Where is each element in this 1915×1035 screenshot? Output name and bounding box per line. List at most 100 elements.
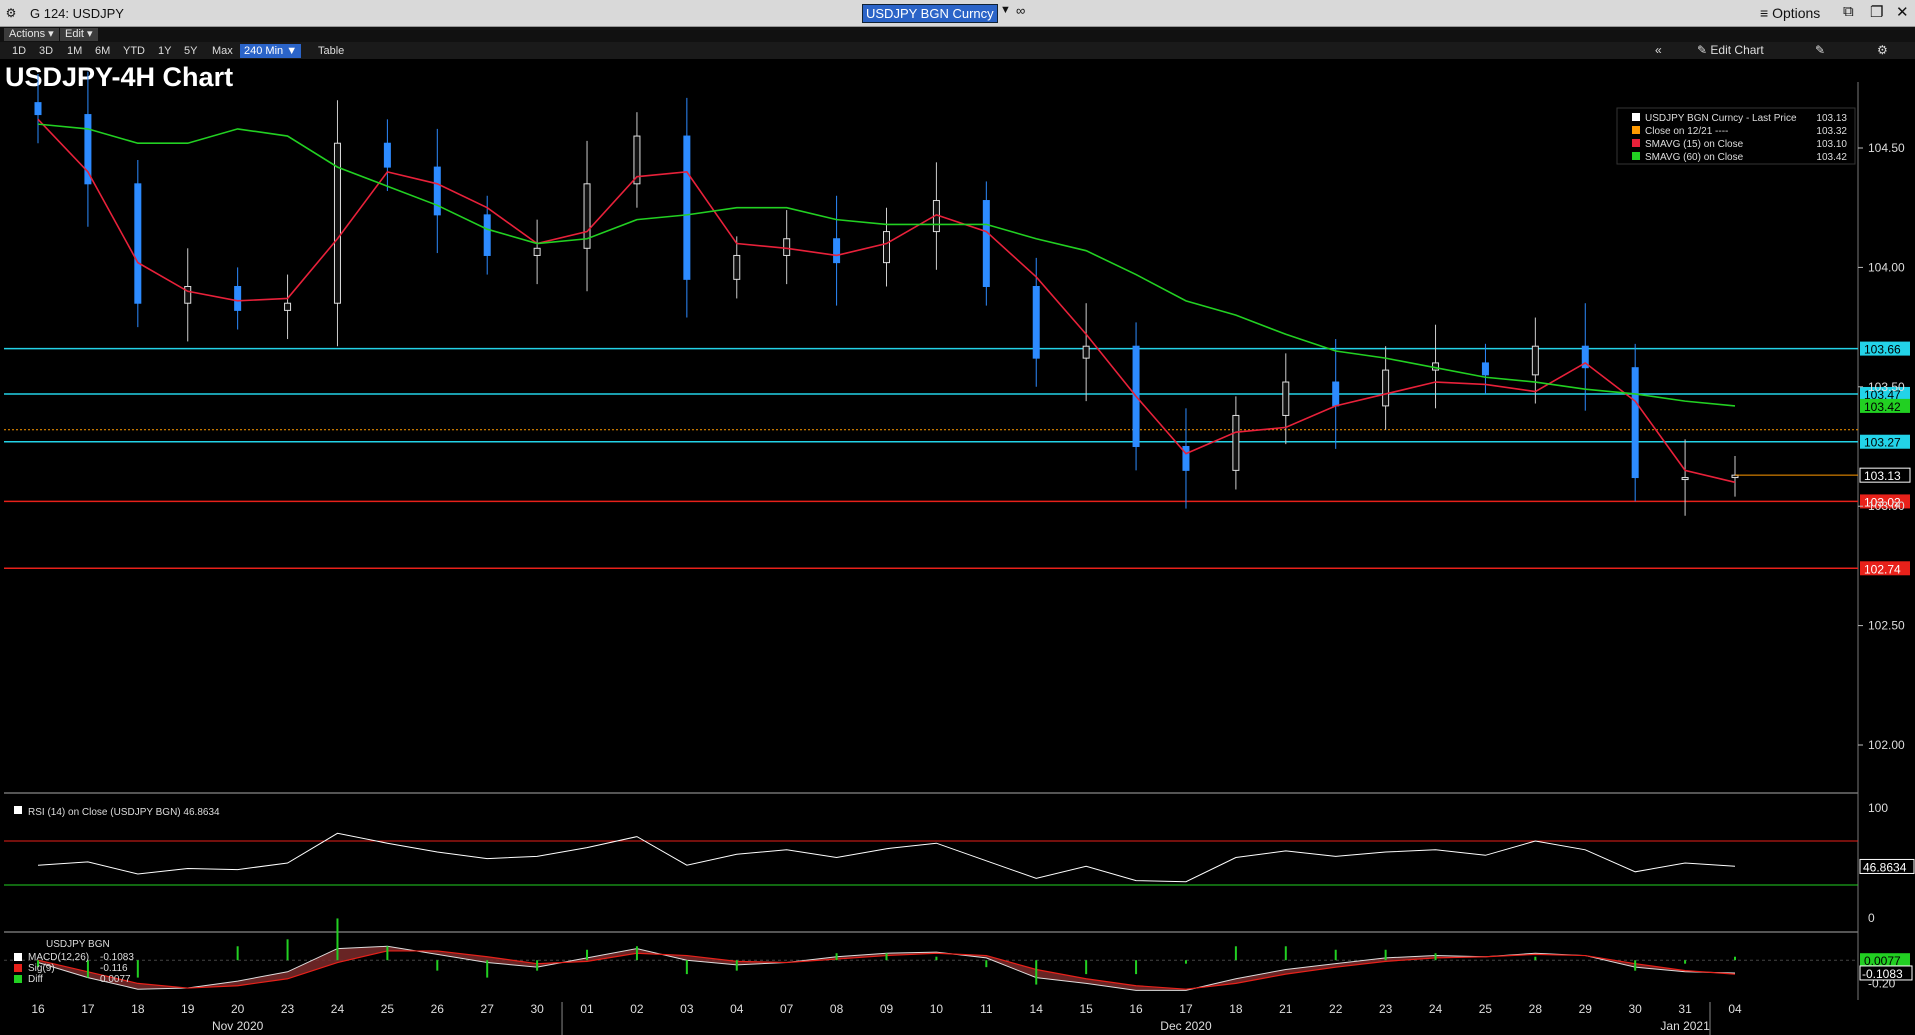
candle [633, 135, 641, 185]
rsi-tag-label: 46.8634 [1863, 860, 1907, 874]
x-tick-label: 23 [281, 1002, 295, 1016]
chart-settings-icon[interactable]: ⚙ [1877, 43, 1888, 57]
candle [1631, 367, 1639, 479]
dropdown-icon[interactable]: ▼ [1000, 4, 1011, 16]
restore-icon[interactable]: ❐ [1870, 4, 1884, 21]
rsi-legend-swatch [14, 806, 22, 814]
candle [184, 286, 192, 304]
range-240min[interactable]: 240 Min ▼ [240, 44, 302, 58]
macd-title: USDJPY BGN [46, 939, 110, 950]
range-max[interactable]: Max [212, 45, 233, 57]
x-tick-label: 15 [1079, 1002, 1093, 1016]
sma15-line [37, 118, 1736, 484]
level-tag-label: 103.02 [1864, 495, 1901, 509]
candle [1531, 345, 1539, 376]
candle [683, 135, 691, 280]
macd-line [37, 945, 1736, 991]
y-tick-label: 102.50 [1868, 619, 1905, 633]
x-tick-label: 24 [331, 1002, 345, 1016]
macd-legend-label: MACD(12,26) [28, 952, 89, 963]
y-tick-label: 103.50 [1868, 380, 1905, 394]
x-tick-label: 30 [1628, 1002, 1642, 1016]
candle [433, 166, 441, 216]
sma60-line [37, 123, 1736, 407]
y-tick-label: 103.00 [1868, 499, 1905, 513]
candle [383, 142, 391, 168]
macd-legend-value: -0.116 [100, 963, 128, 974]
x-tick-label: 14 [1030, 1002, 1044, 1016]
x-tick-label: 16 [1129, 1002, 1143, 1016]
range-1y[interactable]: 1Y [158, 45, 172, 57]
range-ytd[interactable]: YTD [123, 45, 145, 57]
legend-value: 103.42 [1816, 152, 1847, 163]
x-tick-label: 18 [1229, 1002, 1243, 1016]
range-3d[interactable]: 3D [39, 45, 54, 57]
link-icon[interactable]: ∞ [1016, 3, 1026, 18]
x-tick-label: 19 [181, 1002, 195, 1016]
window-titlebar: ⚙ G 124: USDJPY USDJPY BGN Curncy ▼ ∞ ≡ … [0, 0, 1915, 27]
range-1d[interactable]: 1D [12, 45, 27, 57]
price-tag [1859, 467, 1911, 483]
rsi-legend-label: RSI (14) on Close (USDJPY BGN) 46.8634 [28, 807, 220, 818]
candle [982, 200, 990, 288]
candle [883, 231, 890, 264]
candle [84, 114, 92, 185]
macd-area [38, 946, 1735, 991]
x-tick-label: 17 [1179, 1002, 1193, 1016]
legend-swatch [1632, 139, 1640, 147]
legend-label: SMAVG (15) on Close [1645, 139, 1744, 150]
candle [733, 254, 741, 280]
x-tick-label: 20 [231, 1002, 245, 1016]
collapse-icon[interactable]: « [1655, 43, 1662, 57]
level-tag-label: 102.74 [1864, 562, 1901, 576]
chart-area[interactable]: 103.66 103.47 103.27 103.02 102.74 104.50 104.… [0, 58, 1915, 1035]
settings-icon[interactable]: ⚙ [5, 6, 17, 20]
security-input[interactable]: USDJPY BGN Curncy [862, 4, 998, 23]
macd-legend-swatch [14, 964, 22, 972]
table-button[interactable]: Table [318, 45, 345, 57]
candle [1382, 369, 1390, 407]
edit-chart-button[interactable]: ✎ Edit Chart [1697, 43, 1764, 57]
x-tick-label: 18 [131, 1002, 145, 1016]
draw-icon[interactable]: ✎ [1815, 43, 1826, 57]
candle [1232, 414, 1240, 471]
range-6m[interactable]: 6M [95, 45, 111, 57]
x-tick-label: 28 [1529, 1002, 1543, 1016]
candle [284, 302, 292, 311]
y-tick-label: 104.50 [1868, 141, 1905, 155]
close-icon[interactable]: ✕ [1896, 4, 1909, 21]
chart-title: USDJPY-4H Chart [5, 62, 234, 92]
x-tick-label: 17 [81, 1002, 95, 1016]
level-tag [1860, 494, 1910, 509]
candle [1082, 345, 1090, 359]
x-tick-label: 09 [880, 1002, 894, 1016]
candle [483, 214, 491, 256]
options-label: Options [1772, 5, 1821, 21]
x-month-label: Nov 2020 [212, 1019, 264, 1033]
candle [783, 238, 791, 256]
candle [833, 238, 841, 264]
rsi-line [37, 832, 1736, 883]
edit-menu[interactable]: Edit ▾ [60, 28, 98, 41]
candle [234, 286, 242, 311]
actions-menu[interactable]: Actions ▾ [4, 28, 59, 41]
level-tag-label: 103.66 [1864, 343, 1901, 357]
macd-legend-swatch [14, 953, 22, 961]
x-tick-label: 22 [1329, 1002, 1343, 1016]
x-tick-label: 04 [1728, 1002, 1742, 1016]
rsi-tag [1859, 858, 1915, 874]
candle [583, 183, 591, 249]
x-tick-label: 04 [730, 1002, 744, 1016]
y-tick-label: 102.00 [1868, 738, 1905, 752]
rsi-tick-label: 0 [1868, 911, 1875, 925]
candle [1581, 345, 1589, 369]
options-menu[interactable]: ≡ Options [1760, 5, 1820, 21]
candle [1032, 286, 1040, 359]
candle [1681, 477, 1689, 481]
range-5y[interactable]: 5Y [184, 45, 198, 57]
x-tick-label: 08 [830, 1002, 844, 1016]
range-1m[interactable]: 1M [67, 45, 83, 57]
level-tag [1860, 341, 1910, 356]
popout-icon[interactable]: ⧉ [1843, 3, 1854, 20]
candle [1282, 381, 1290, 416]
